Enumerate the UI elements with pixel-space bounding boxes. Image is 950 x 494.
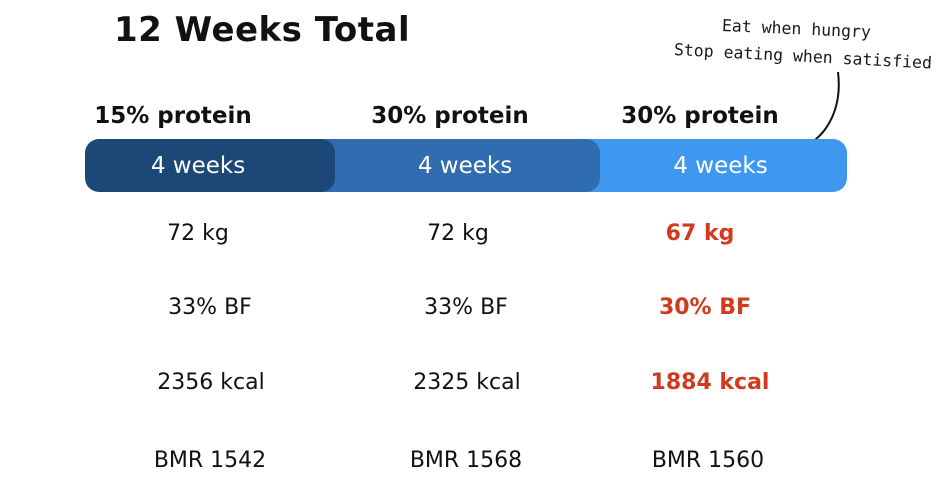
phase-3-protein: 30% protein	[621, 103, 779, 129]
phase-2-weight: 72 kg	[427, 221, 489, 246]
phase-1-bmr: BMR 1542	[153, 448, 267, 473]
phase-2-bar: 4 weeks	[320, 139, 600, 192]
phase-3-kcal: 1884 kcal	[650, 370, 770, 395]
annotation-line-1: Eat when hungry	[721, 16, 872, 42]
phase-2-bmr: BMR 1568	[409, 448, 523, 473]
phase-1-weight: 72 kg	[167, 221, 229, 246]
phase-2-protein: 30% protein	[371, 103, 529, 129]
phase-3-weight: 67 kg	[665, 221, 735, 246]
phase-2-duration: 4 weeks	[417, 152, 513, 179]
phase-2-kcal: 2325 kcal	[413, 370, 521, 395]
phase-1-duration: 4 weeks	[150, 152, 246, 179]
phase-3-duration: 4 weeks	[673, 152, 768, 179]
annotation-line-2: Stop eating when satisfied	[673, 40, 933, 73]
phase-3-bmr: BMR 1560	[651, 448, 765, 473]
phase-3-bar: 4 weeks	[560, 139, 847, 192]
phase-3-body-fat: 30% BF	[658, 295, 752, 320]
phase-1-body-fat: 33% BF	[168, 295, 252, 320]
phase-1-protein: 15% protein	[94, 103, 252, 129]
phase-2-body-fat: 33% BF	[424, 295, 508, 320]
phase-1-kcal: 2356 kcal	[157, 370, 265, 395]
phase-1-bar: 4 weeks	[85, 139, 335, 192]
page-title: 12 Weeks Total	[114, 10, 411, 50]
